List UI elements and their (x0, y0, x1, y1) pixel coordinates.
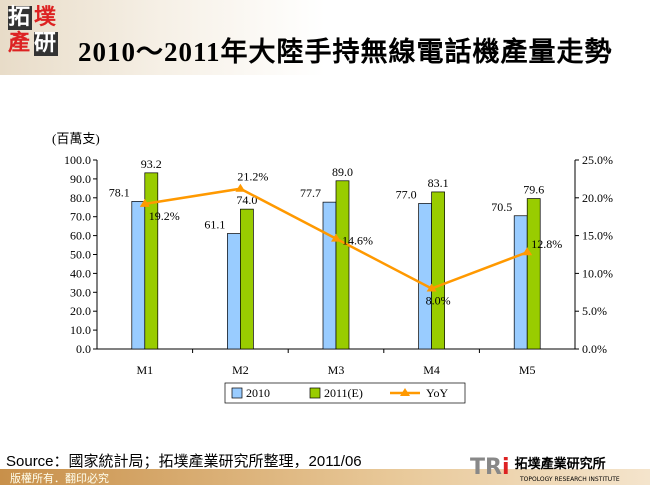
y-left-tick-label: 70.0 (70, 210, 91, 224)
bar-data-label: 79.6 (523, 183, 544, 197)
legend-label: YoY (426, 386, 448, 400)
copyright: 版權所有．翻印必究 (10, 472, 109, 485)
chart: 0.0 10.0 20.0 30.0 40.0 50.0 60.0 70.0 80.0 90.0 1… (64, 153, 613, 404)
logo: 拓 墣 產 研 (8, 5, 58, 56)
yoy-data-label: 12.8% (531, 237, 562, 251)
x-tick-label: M2 (232, 363, 249, 377)
y-left-tick-label: 60.0 (70, 229, 91, 243)
y-left-tick-label: 100.0 (64, 153, 91, 167)
y-left-tick-label: 30.0 (70, 285, 91, 299)
yoy-marker (522, 247, 533, 256)
legend-swatch-2010 (231, 387, 243, 399)
legend-marker-yoy (400, 388, 410, 396)
x-tick-label: M5 (519, 363, 536, 377)
y-right-tick-label: 15.0% (582, 229, 613, 243)
footer-bar (0, 469, 650, 485)
bar-data-label: 77.0 (396, 187, 417, 201)
yoy-marker (331, 233, 341, 242)
yoy-marker (139, 198, 150, 207)
bar-data-label: 83.1 (428, 176, 449, 190)
bar-2010 (513, 215, 528, 350)
y-right-tick-label: 25.0% (582, 153, 613, 167)
y-left-tick-label: 50.0 (70, 248, 91, 262)
yoy-data-label: 19.2% (149, 209, 180, 223)
legend-swatch-2011 (309, 387, 321, 399)
bar-data-label: 70.5 (491, 200, 512, 214)
bar-2010 (322, 201, 337, 350)
y-left-tick-label: 20.0 (70, 304, 91, 318)
y-left-tick-label: 80.0 (70, 191, 91, 205)
bar-2011(E) (431, 191, 445, 350)
legend-label: 2010 (246, 386, 270, 400)
bar-2011(E) (240, 208, 254, 350)
bar-data-label: 77.7 (300, 186, 321, 200)
bar-2011(E) (526, 198, 541, 350)
yoy-data-label: 8.0% (426, 294, 451, 308)
bar-data-label: 74.0 (236, 193, 257, 207)
source-note: Source：國家統計局；拓墣產業研究所整理，2011/06 (6, 453, 362, 470)
bar-2011(E) (335, 180, 350, 350)
x-tick-label: M3 (328, 363, 345, 377)
y-left-tick-label: 0.0 (76, 342, 91, 356)
legend-label: 2011(E) (324, 386, 363, 400)
yoy-data-label: 14.6% (342, 234, 373, 248)
tri-logo: TRi 拓墣產業研究所 TOPOLOGY RESEARCH INSTITUTE (470, 455, 620, 483)
y-right-tick-label: 0.0% (582, 342, 607, 356)
bar-data-label: 78.1 (109, 185, 130, 199)
bar-2010 (227, 233, 241, 350)
bar-data-label: 61.1 (204, 218, 225, 232)
yoy-marker (235, 183, 246, 192)
bar-data-label: 89.0 (332, 165, 353, 179)
x-tick-label: M4 (423, 363, 440, 377)
y-right-tick-label: 10.0% (582, 266, 613, 280)
unit-label: (百萬支) (52, 131, 100, 146)
bar-data-label: 93.2 (141, 157, 162, 171)
page-title: 2010～2011年大陸手持無線電話機產量走勢 (78, 37, 613, 67)
y-left-tick-label: 10.0 (70, 323, 91, 337)
y-right-tick-label: 20.0% (582, 191, 613, 205)
y-right-tick-label: 5.0% (582, 304, 607, 318)
y-left-tick-label: 90.0 (70, 172, 91, 186)
bar-2010 (131, 201, 146, 350)
x-tick-label: M1 (136, 363, 153, 377)
bar-2011(E) (144, 172, 159, 350)
bar-2010 (418, 203, 432, 350)
header-background (0, 0, 650, 75)
yoy-data-label: 21.2% (237, 170, 268, 184)
yoy-marker (426, 283, 437, 292)
y-left-tick-label: 40.0 (70, 266, 91, 280)
